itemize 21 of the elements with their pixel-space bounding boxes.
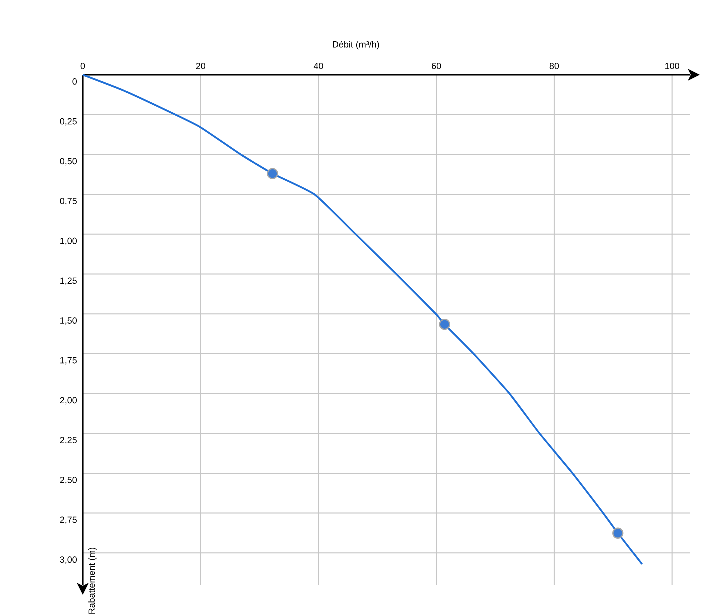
y-tick-label: 2,75 bbox=[60, 516, 77, 524]
y-axis-title: Rabattement (m) bbox=[88, 548, 97, 614]
y-tick-label: 0,75 bbox=[60, 198, 77, 206]
x-tick-label: 0 bbox=[80, 63, 86, 70]
y-tick-label: 3,00 bbox=[60, 556, 78, 564]
y-tick-label: 1,50 bbox=[60, 318, 78, 325]
y-tick-label: 2,00 bbox=[60, 397, 78, 405]
x-tick-label: 60 bbox=[432, 63, 442, 70]
y-tick-label: 2,50 bbox=[60, 476, 78, 484]
y-tick-label: 2,25 bbox=[60, 437, 77, 445]
y-tick-label: 1,25 bbox=[60, 278, 77, 286]
x-axis-title: Débit (m³/h) bbox=[333, 41, 380, 50]
y-tick-label: 0,50 bbox=[60, 158, 78, 166]
y-tick-label: 1,00 bbox=[60, 238, 78, 246]
x-tick-label: 40 bbox=[314, 63, 324, 70]
y-tick-label: 1,75 bbox=[60, 357, 77, 365]
x-tick-label: 80 bbox=[550, 63, 560, 70]
x-tick-label: 20 bbox=[196, 63, 206, 70]
y-tick-label: 0 bbox=[72, 78, 78, 85]
x-tick-label: 100 bbox=[666, 63, 680, 70]
y-tick-label: 0,25 bbox=[60, 118, 77, 126]
